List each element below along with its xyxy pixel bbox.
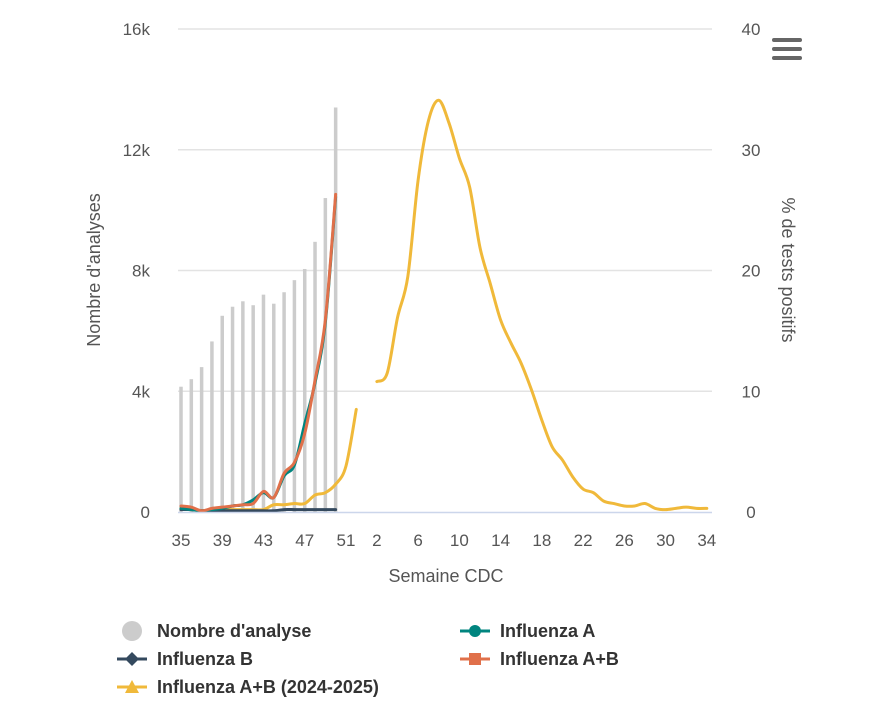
y-right-tick-label: 10: [742, 382, 761, 401]
bar-nombre-analyses[interactable]: [272, 303, 276, 512]
legend-item[interactable]: Influenza A+B: [460, 649, 619, 669]
y-left-tick-label: 12k: [123, 141, 151, 160]
x-tick-label: 6: [413, 531, 422, 550]
legend-label: Influenza B: [157, 649, 253, 669]
bar-nombre-analyses[interactable]: [302, 268, 307, 512]
bar-nombre-analyses[interactable]: [282, 292, 286, 512]
y-right-tick-label: 0: [746, 503, 755, 522]
bar-nombre-analyses[interactable]: [261, 294, 266, 512]
legend-label: Nombre d'analyse: [157, 621, 311, 641]
y-axis-right-title: % de tests positifs: [778, 197, 798, 342]
line-influenza-a[interactable]: [179, 195, 338, 513]
x-tick-label: 39: [213, 531, 232, 550]
y-right-tick-label: 30: [742, 141, 761, 160]
bar-nombre-analyses[interactable]: [189, 379, 194, 512]
y-axis-left-title: Nombre d'analyses: [84, 193, 104, 347]
bar-nombre-analyses[interactable]: [220, 315, 224, 512]
bar-nombre-analyses[interactable]: [241, 301, 245, 512]
x-tick-label: 30: [656, 531, 675, 550]
x-tick-label: 14: [491, 531, 510, 550]
bar-nombre-analyses[interactable]: [199, 367, 204, 512]
circle-marker-icon: [122, 621, 142, 641]
x-axis-title: Semaine CDC: [388, 566, 503, 586]
legend-label: Influenza A: [500, 621, 595, 641]
y-right-tick-label: 20: [742, 262, 761, 281]
legend-item[interactable]: Influenza A: [460, 621, 595, 641]
x-tick-label: 51: [336, 531, 355, 550]
bar-nombre-analyses[interactable]: [230, 306, 235, 512]
y-left-tick-label: 16k: [123, 20, 151, 39]
x-tick-label: 43: [254, 531, 273, 550]
y-left-tick-label: 4k: [132, 382, 150, 401]
y-left-tick-label: 8k: [132, 262, 150, 281]
x-tick-label: 22: [574, 531, 593, 550]
bar-nombre-analyses[interactable]: [292, 280, 297, 512]
x-tick-label: 26: [615, 531, 634, 550]
legend-label: Influenza A+B: [500, 649, 619, 669]
x-tick-label: 18: [532, 531, 551, 550]
legend-item[interactable]: Influenza A+B (2024-2025): [117, 677, 379, 697]
triangle-marker-icon: [125, 680, 139, 693]
bar-nombre-analyses[interactable]: [333, 107, 338, 513]
diamond-marker-icon: [125, 652, 139, 666]
y-left-tick-label: 0: [141, 503, 150, 522]
legend-item[interactable]: Influenza B: [117, 649, 253, 669]
bar-nombre-analyses[interactable]: [323, 198, 328, 513]
square-marker-icon: [469, 653, 481, 665]
legend-item[interactable]: Nombre d'analyse: [122, 621, 311, 641]
bar-nombre-analyses[interactable]: [210, 341, 214, 512]
legend-label: Influenza A+B (2024-2025): [157, 677, 379, 697]
bar-nombre-analyses[interactable]: [179, 386, 183, 512]
x-tick-label: 2: [372, 531, 381, 550]
x-tick-label: 34: [697, 531, 716, 550]
circle-marker-icon: [469, 625, 481, 637]
y-right-tick-label: 40: [742, 20, 761, 39]
x-tick-label: 10: [450, 531, 469, 550]
x-tick-label: 35: [172, 531, 191, 550]
hamburger-menu-icon[interactable]: [771, 37, 803, 61]
line-influenza-a-b[interactable]: [179, 192, 338, 513]
line-influenza-a-b-2024-2025[interactable]: [375, 98, 709, 512]
bar-nombre-analyses[interactable]: [251, 305, 255, 512]
x-tick-label: 47: [295, 531, 314, 550]
